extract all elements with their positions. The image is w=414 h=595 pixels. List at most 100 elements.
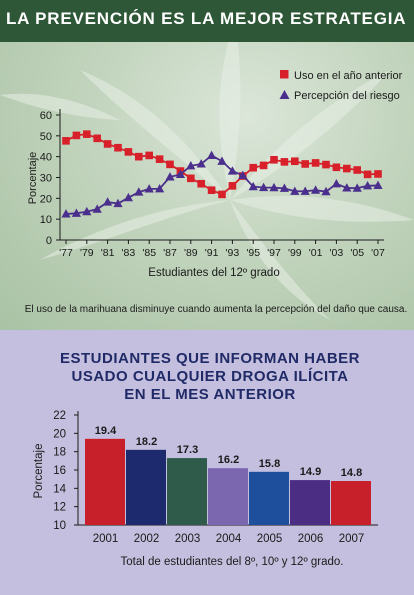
y-tick-label: 10: [40, 214, 52, 226]
x-tick-label: '97: [267, 247, 281, 259]
bar-2003: [167, 458, 207, 525]
data-point-use: [187, 174, 195, 183]
x-tick-label: '85: [142, 247, 156, 259]
data-point-use: [207, 186, 216, 195]
data-point-risk: [373, 180, 383, 190]
y-tick-label: 14: [53, 483, 66, 495]
bar-value-label: 19.4: [95, 425, 117, 437]
data-point-risk: [71, 208, 81, 217]
data-point-use: [114, 143, 122, 152]
bar-2006: [290, 480, 330, 525]
data-point-risk: [103, 197, 113, 206]
x-tick-label: 2001: [93, 533, 119, 545]
y-tick-label: 16: [53, 465, 66, 477]
data-point-risk: [92, 204, 102, 213]
x-tick-label: '01: [309, 247, 323, 259]
x-tick-label: 2005: [257, 533, 283, 545]
line-chart: 0 10 20 30 40 50 60 '77 '79 '81 '83 '85 '87 '89 '91 '93…: [25, 70, 407, 315]
bar-2004: [208, 468, 248, 525]
bar-value-label: 15.8: [259, 458, 280, 470]
data-point-risk: [279, 183, 289, 192]
x-tick-label: 2006: [298, 533, 324, 545]
data-point-use: [72, 131, 81, 140]
data-point-use: [280, 158, 289, 166]
data-point-use: [103, 140, 112, 148]
x-tick-label: '77: [59, 247, 73, 259]
y-tick-label: 0: [46, 235, 52, 247]
data-point-risk: [155, 183, 165, 193]
y-tick-label: 60: [40, 110, 52, 122]
chart-caption: El uso de la marihuana disminuye cuando …: [25, 304, 407, 315]
x-tick-label: '83: [122, 247, 136, 259]
data-point-risk: [342, 183, 352, 192]
bar-chart-title-line: ESTUDIANTES QUE INFORMAN HABER: [60, 350, 360, 367]
legend-marker-use: [280, 70, 289, 79]
title-bar: LA PREVENCIÓN ES LA MEJOR ESTRATEGIA: [0, 0, 414, 42]
data-point-risk: [227, 166, 237, 175]
data-point-risk: [311, 185, 321, 194]
data-point-use: [83, 130, 91, 138]
page-title: LA PREVENCIÓN ES LA MEJOR ESTRATEGIA: [6, 9, 407, 28]
x-tick-label: 2007: [339, 533, 365, 545]
data-point-risk: [259, 182, 269, 192]
x-tick-label: '07: [371, 247, 385, 259]
data-point-risk: [331, 178, 341, 188]
x-tick-label: '91: [205, 247, 219, 259]
x-tick-label: 2004: [216, 533, 242, 545]
data-point-use: [145, 151, 153, 160]
data-point-use: [93, 134, 101, 143]
data-point-risk: [352, 183, 362, 192]
data-point-use: [353, 166, 361, 174]
data-point-use: [291, 157, 299, 166]
legend-label-risk: Percepción del riesgo: [294, 90, 400, 102]
bar-value-label: 14.8: [341, 467, 362, 479]
y-tick-label: 20: [40, 193, 52, 205]
data-point-risk: [144, 184, 154, 193]
data-point-use: [332, 163, 341, 172]
bar-chart-title-line: USADO CUALQUIER DROGA ILÍCITA: [72, 368, 349, 385]
y-tick-label: 30: [40, 173, 52, 185]
data-point-risk: [196, 159, 206, 168]
x-tick-label: '79: [80, 247, 94, 259]
data-point-use: [228, 182, 237, 190]
y-axis-label: Porcentaje: [27, 152, 39, 205]
y-tick-label: 10: [53, 520, 66, 532]
data-point-use: [166, 160, 174, 169]
bar-chart-title-line: EN EL MES ANTERIOR: [124, 386, 296, 403]
y-tick-label: 20: [53, 428, 66, 440]
x-tick-label: '03: [330, 247, 344, 259]
data-point-use: [270, 155, 278, 164]
x-tick-label: '89: [184, 247, 198, 259]
bar-value-label: 17.3: [177, 444, 198, 456]
data-point-risk: [134, 187, 144, 196]
bar-chart-panel: ESTUDIANTES QUE INFORMAN HABER USADO CUAL…: [0, 330, 414, 595]
data-point-risk: [321, 186, 331, 196]
data-point-use: [363, 170, 372, 179]
data-point-use: [124, 148, 133, 156]
bar-value-label: 14.9: [300, 466, 321, 478]
data-point-risk: [238, 170, 248, 180]
data-point-risk: [82, 206, 92, 216]
data-point-risk: [186, 161, 196, 170]
x-tick-label: '93: [226, 247, 240, 259]
data-point-use: [155, 155, 164, 163]
legend-marker-risk: [279, 90, 290, 99]
data-point-use: [62, 137, 70, 145]
data-point-risk: [175, 169, 185, 178]
data-point-use: [374, 170, 382, 178]
data-point-risk: [123, 192, 133, 202]
data-point-use: [301, 160, 309, 168]
y-tick-label: 22: [53, 410, 66, 422]
data-point-risk: [290, 186, 300, 195]
data-point-risk: [217, 156, 227, 165]
x-tick-label: '05: [350, 247, 364, 259]
data-point-use: [343, 164, 351, 173]
bar-2001: [85, 438, 125, 525]
x-tick-label: '95: [246, 247, 260, 259]
data-point-risk: [113, 198, 123, 208]
y-tick-label: 40: [40, 152, 52, 164]
x-tick-label: 2003: [175, 533, 201, 545]
y-tick-label: 12: [53, 502, 66, 514]
data-point-risk: [207, 150, 217, 160]
